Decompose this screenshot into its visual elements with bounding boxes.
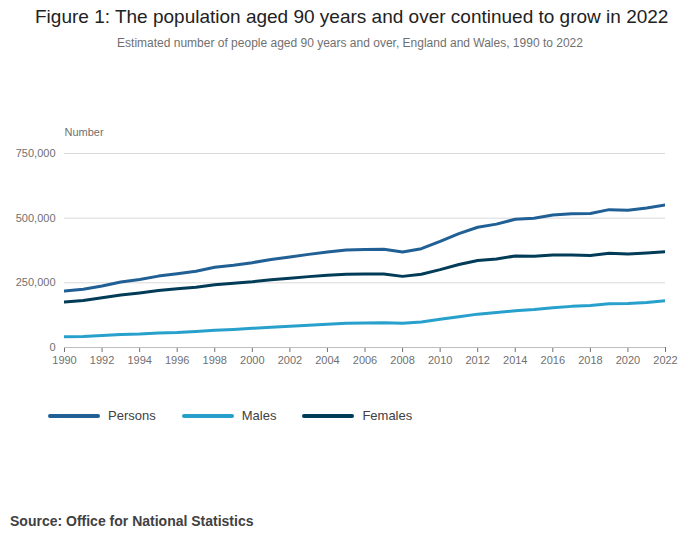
svg-text:2004: 2004	[315, 354, 339, 366]
html-text:Source: Office for National St: Source: Office for National Statistics	[10, 513, 254, 529]
svg-text:2010: 2010	[428, 354, 452, 366]
html-text:Females: Females	[362, 408, 413, 423]
svg-text:0: 0	[49, 341, 55, 353]
svg-text:2002: 2002	[278, 354, 302, 366]
svg-text:1996: 1996	[165, 354, 189, 366]
svg-text:2022: 2022	[653, 354, 677, 366]
svg-text:2008: 2008	[390, 354, 414, 366]
svg-text:1998: 1998	[203, 354, 227, 366]
svg-text:750,000: 750,000	[16, 147, 56, 159]
html-text:Males: Males	[241, 408, 277, 423]
svg-text:Number: Number	[65, 126, 104, 138]
svg-text:2016: 2016	[541, 354, 565, 366]
html-text:Persons: Persons	[108, 408, 156, 423]
svg-text:1990: 1990	[52, 354, 76, 366]
svg-text:2000: 2000	[240, 354, 264, 366]
svg-text:500,000: 500,000	[16, 212, 56, 224]
html-text:Figure 1: The population aged: Figure 1: The population aged 90 years a…	[35, 6, 669, 27]
svg-text:2014: 2014	[503, 354, 527, 366]
svg-text:2006: 2006	[353, 354, 377, 366]
html-text:Estimated number of people age: Estimated number of people aged 90 years…	[117, 36, 583, 50]
svg-text:2018: 2018	[578, 354, 602, 366]
svg-text:250,000: 250,000	[16, 276, 56, 288]
svg-text:1992: 1992	[90, 354, 114, 366]
svg-text:2012: 2012	[465, 354, 489, 366]
svg-text:2020: 2020	[616, 354, 640, 366]
svg-text:1994: 1994	[127, 354, 151, 366]
